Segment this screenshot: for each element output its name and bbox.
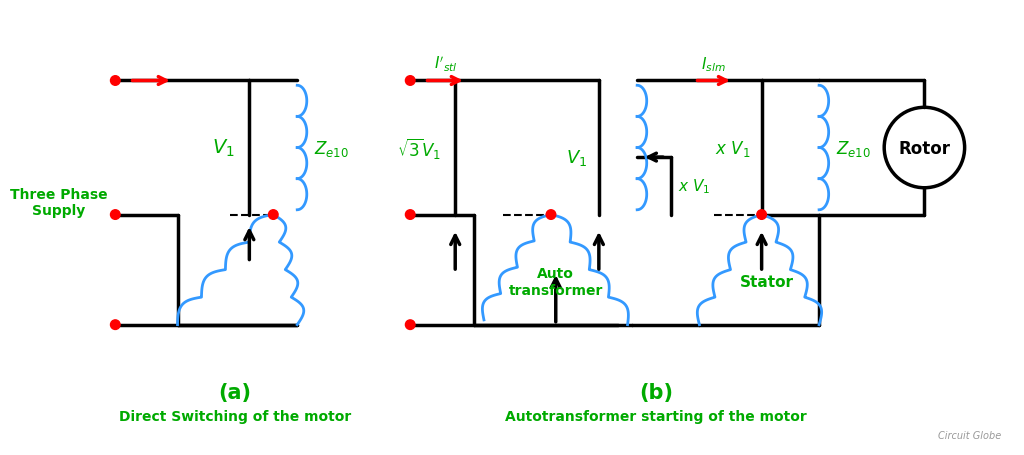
- Text: Auto
transformer: Auto transformer: [509, 267, 603, 297]
- Circle shape: [546, 210, 556, 220]
- Circle shape: [406, 210, 415, 220]
- Text: Rotor: Rotor: [898, 139, 950, 157]
- Text: $Z_{e10}$: $Z_{e10}$: [314, 138, 349, 158]
- Text: (a): (a): [218, 382, 252, 402]
- Text: Autotransformer starting of the motor: Autotransformer starting of the motor: [506, 409, 807, 423]
- Text: $V_1$: $V_1$: [212, 137, 234, 159]
- Text: $x\ V_1$: $x\ V_1$: [715, 138, 751, 158]
- Text: $x\ V_1$: $x\ V_1$: [678, 177, 711, 196]
- Circle shape: [406, 76, 415, 86]
- Text: $Z_{e10}$: $Z_{e10}$: [837, 138, 871, 158]
- Circle shape: [111, 210, 120, 220]
- Circle shape: [757, 210, 766, 220]
- Text: $\sqrt{3}V_1$: $\sqrt{3}V_1$: [396, 136, 441, 161]
- Text: $I'_{stl}$: $I'_{stl}$: [434, 55, 458, 74]
- Text: (b): (b): [639, 382, 674, 402]
- Circle shape: [111, 76, 120, 86]
- Circle shape: [268, 210, 279, 220]
- Text: Stator: Stator: [739, 274, 794, 289]
- Text: Three Phase
Supply: Three Phase Supply: [10, 187, 108, 218]
- Text: $I_{slm}$: $I_{slm}$: [701, 55, 726, 73]
- Circle shape: [406, 320, 415, 330]
- Text: Circuit Globe: Circuit Globe: [938, 430, 1001, 440]
- Circle shape: [111, 320, 120, 330]
- Text: $V_1$: $V_1$: [566, 148, 588, 168]
- Text: Direct Switching of the motor: Direct Switching of the motor: [119, 409, 351, 423]
